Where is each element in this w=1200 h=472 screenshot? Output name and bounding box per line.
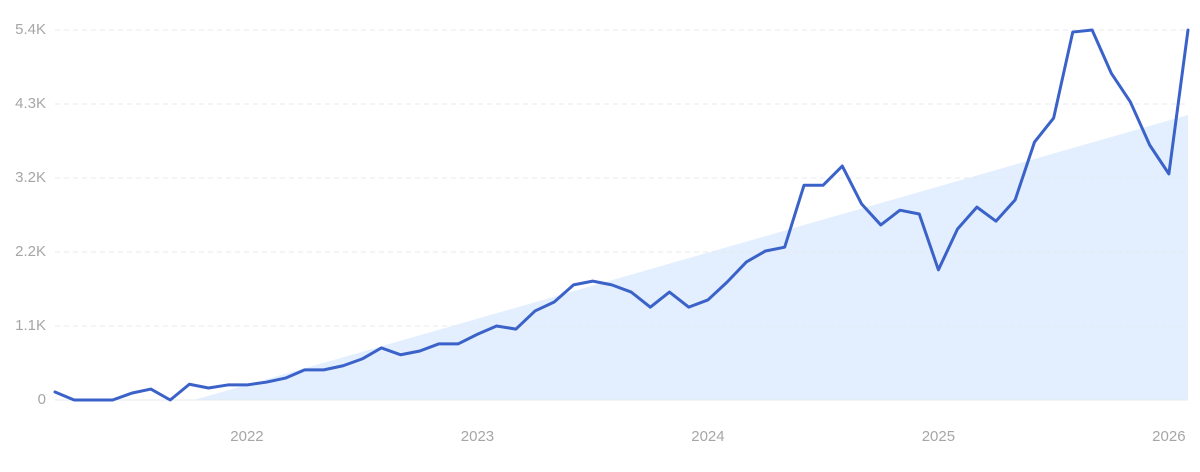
y-tick-label: 3.2K xyxy=(15,169,46,186)
trend-area xyxy=(193,114,1188,401)
y-tick-label: 4.3K xyxy=(15,95,46,112)
y-tick-label: 0 xyxy=(38,391,46,408)
x-tick-label: 2024 xyxy=(691,428,724,445)
x-tick-label: 2026 xyxy=(1152,428,1185,445)
x-tick-label: 2023 xyxy=(461,428,494,445)
x-tick-label: 2022 xyxy=(230,428,263,445)
y-tick-label: 1.1K xyxy=(15,317,46,334)
x-tick-label: 2025 xyxy=(922,428,955,445)
y-tick-label: 5.4K xyxy=(15,21,46,38)
line xyxy=(53,28,1190,402)
y-tick-label: 2.2K xyxy=(15,243,46,260)
